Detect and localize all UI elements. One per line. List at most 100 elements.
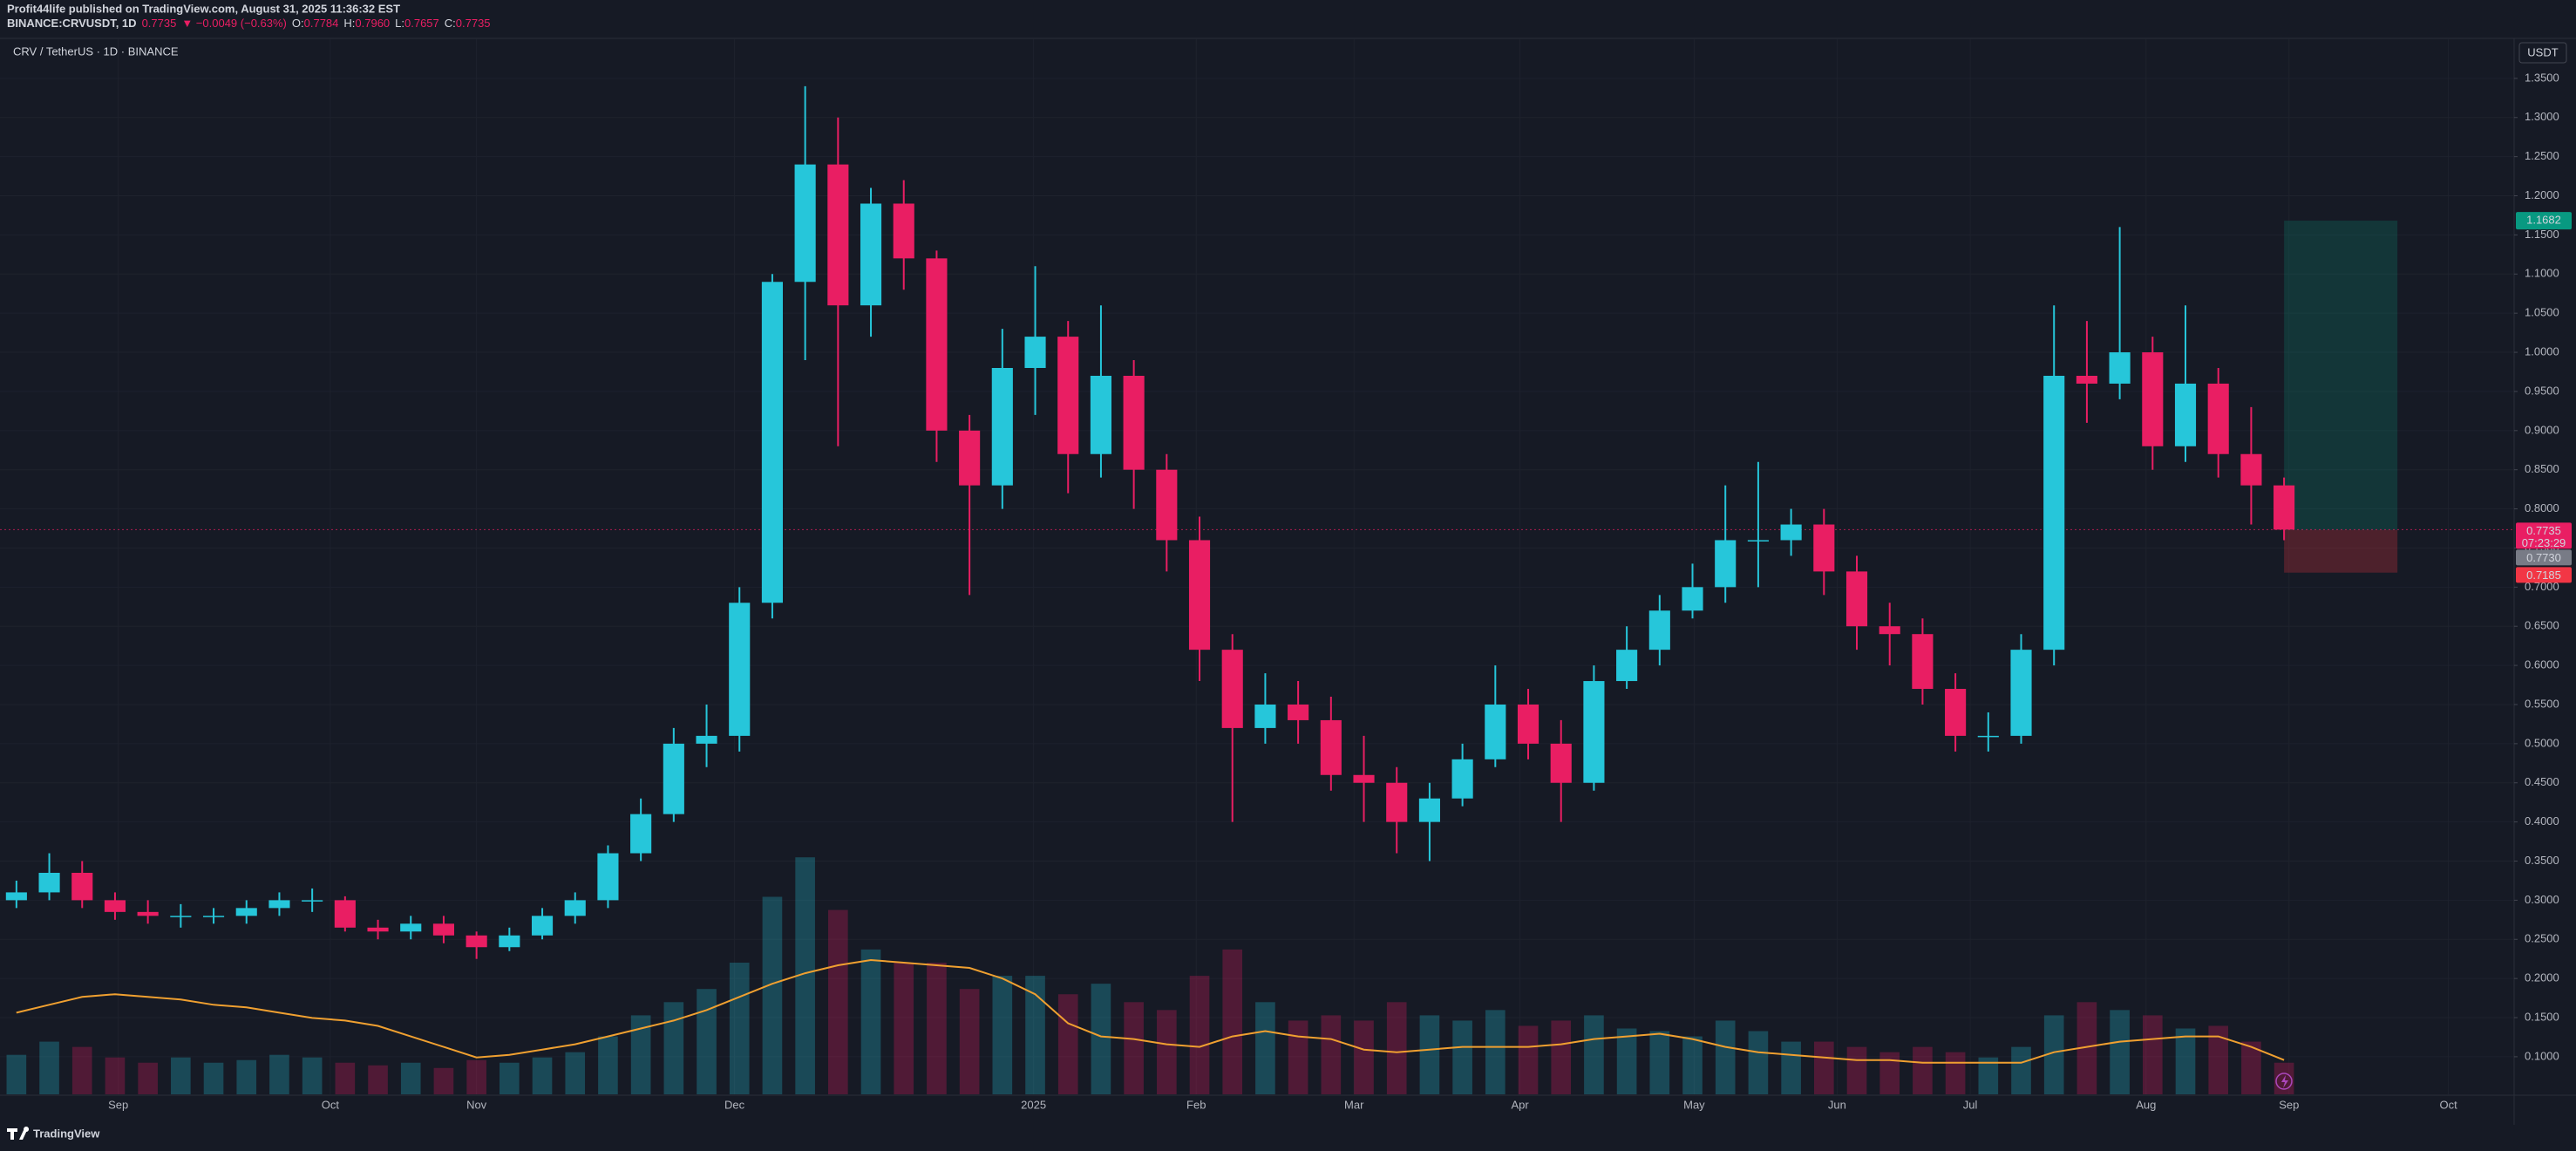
volume-bar bbox=[1913, 1046, 1933, 1094]
events-bolt bbox=[2281, 1075, 2288, 1088]
volume-bar bbox=[1485, 1010, 1505, 1094]
volume-bar bbox=[1781, 1041, 1801, 1094]
volume-bar bbox=[1682, 1036, 1703, 1094]
candle-body bbox=[302, 900, 323, 902]
candle-body bbox=[1879, 626, 1900, 635]
volume-bar bbox=[433, 1067, 454, 1094]
position-layer bbox=[0, 221, 2514, 573]
volume-bar bbox=[39, 1041, 59, 1094]
candle-body bbox=[991, 368, 1013, 486]
quote-symbol: BINANCE:CRVUSDT, 1D bbox=[7, 17, 137, 30]
events-icon[interactable] bbox=[2275, 1073, 2293, 1090]
candle-body bbox=[630, 814, 652, 854]
x-tick-label: 2025 bbox=[1021, 1098, 1046, 1111]
volume-bar bbox=[894, 963, 914, 1094]
candle-body bbox=[1123, 375, 1145, 470]
candle-body bbox=[696, 735, 717, 744]
volume-bar bbox=[1518, 1025, 1539, 1094]
candle-body bbox=[2142, 352, 2164, 446]
volume-bar bbox=[1025, 976, 1045, 1094]
candle-body bbox=[2240, 453, 2262, 486]
volume-bar bbox=[1419, 1015, 1440, 1094]
volume-bar bbox=[663, 1002, 684, 1094]
y-tick-label: 0.2000 bbox=[2525, 971, 2559, 984]
y-tick-label: 1.0500 bbox=[2525, 306, 2559, 319]
volume-bar bbox=[466, 1059, 486, 1094]
quote-last: 0.7735 bbox=[142, 17, 177, 30]
volume-bar bbox=[828, 909, 848, 1094]
quote-change: ▼ −0.0049 (−0.63%) bbox=[181, 17, 287, 30]
candle-body bbox=[663, 743, 684, 814]
candle-body bbox=[1945, 689, 1967, 736]
candle-body bbox=[1418, 798, 1440, 822]
volume-bar bbox=[1321, 1015, 1342, 1094]
candle-body bbox=[531, 916, 554, 936]
candle-body bbox=[1288, 704, 1309, 720]
candle-body bbox=[1221, 650, 1243, 728]
candle-body bbox=[2207, 383, 2229, 454]
volume-bar bbox=[105, 1057, 126, 1094]
volume-bar bbox=[762, 896, 783, 1094]
volume-bar bbox=[532, 1057, 553, 1094]
volume-bar bbox=[1945, 1052, 1966, 1094]
volume-bar bbox=[1288, 1020, 1308, 1094]
volume-bar bbox=[500, 1062, 520, 1094]
candle-body bbox=[1386, 782, 1408, 822]
volume-bar bbox=[400, 1062, 421, 1094]
candle-body bbox=[235, 908, 257, 916]
x-tick-label: Aug bbox=[2136, 1098, 2156, 1111]
candle-body bbox=[1583, 681, 1605, 783]
candle-body bbox=[1254, 704, 1276, 728]
candle-body bbox=[1320, 719, 1342, 775]
volume-bar bbox=[203, 1062, 224, 1094]
x-tick-label: Feb bbox=[1186, 1098, 1206, 1111]
x-tick-label: Mar bbox=[1344, 1098, 1364, 1111]
candle-body bbox=[1057, 337, 1079, 454]
quote-field-value: 0.7657 bbox=[404, 17, 439, 30]
volume-bar bbox=[2076, 1002, 2097, 1094]
y-tick-label: 0.8500 bbox=[2525, 462, 2559, 475]
brand-name: TradingView bbox=[33, 1127, 100, 1140]
axis-layer: 0.1000 0.1500 0.2000 0.2500 0.3000 0.3500 0.40… bbox=[108, 71, 2572, 1111]
y-tick-label: 0.6000 bbox=[2525, 658, 2559, 671]
volume-bar bbox=[1748, 1031, 1769, 1094]
volume-bar bbox=[1814, 1041, 1834, 1094]
quote-field-value: 0.7735 bbox=[456, 17, 491, 30]
position-loss-zone[interactable] bbox=[2284, 529, 2398, 573]
volume-bar bbox=[795, 857, 815, 1094]
stop-label: 0.7185 bbox=[2526, 569, 2561, 582]
candle-body bbox=[1648, 610, 1670, 650]
quote-field-value: 0.7960 bbox=[355, 17, 390, 30]
volume-bar bbox=[1057, 994, 1078, 1094]
entry-label: 0.7730 bbox=[2526, 551, 2561, 564]
candle-body bbox=[2043, 375, 2065, 650]
position-profit-zone[interactable] bbox=[2284, 221, 2398, 530]
candle-body bbox=[959, 430, 981, 486]
candle-body bbox=[1747, 540, 1769, 541]
volume-bar bbox=[1978, 1057, 1999, 1094]
candle-body bbox=[1977, 735, 1999, 738]
candle-body bbox=[1517, 704, 1539, 744]
volume-bar bbox=[138, 1062, 158, 1094]
candle-layer bbox=[5, 85, 2295, 959]
volume-bar bbox=[2208, 1025, 2229, 1094]
candle-body bbox=[5, 892, 27, 901]
y-tick-label: 1.2500 bbox=[2525, 149, 2559, 162]
volume-bar bbox=[1879, 1052, 1900, 1094]
candle-body bbox=[2109, 352, 2131, 384]
quote-field-name: C: bbox=[445, 17, 456, 30]
x-tick-label: Oct bbox=[2439, 1098, 2457, 1111]
currency-box[interactable] bbox=[2518, 42, 2567, 64]
currency-label[interactable]: USDT bbox=[2527, 45, 2558, 58]
y-tick-label: 0.3000 bbox=[2525, 893, 2559, 906]
stop-badge bbox=[2516, 567, 2572, 583]
volume-bar bbox=[2175, 1028, 2196, 1094]
volume-bar bbox=[6, 1054, 27, 1094]
candle-body bbox=[926, 258, 948, 431]
volume-bar bbox=[565, 1052, 586, 1094]
volume-bar bbox=[269, 1054, 289, 1094]
last-price-label: 0.7735 bbox=[2526, 524, 2561, 537]
y-tick-label: 1.3000 bbox=[2525, 110, 2559, 123]
y-tick-label: 0.4000 bbox=[2525, 814, 2559, 827]
